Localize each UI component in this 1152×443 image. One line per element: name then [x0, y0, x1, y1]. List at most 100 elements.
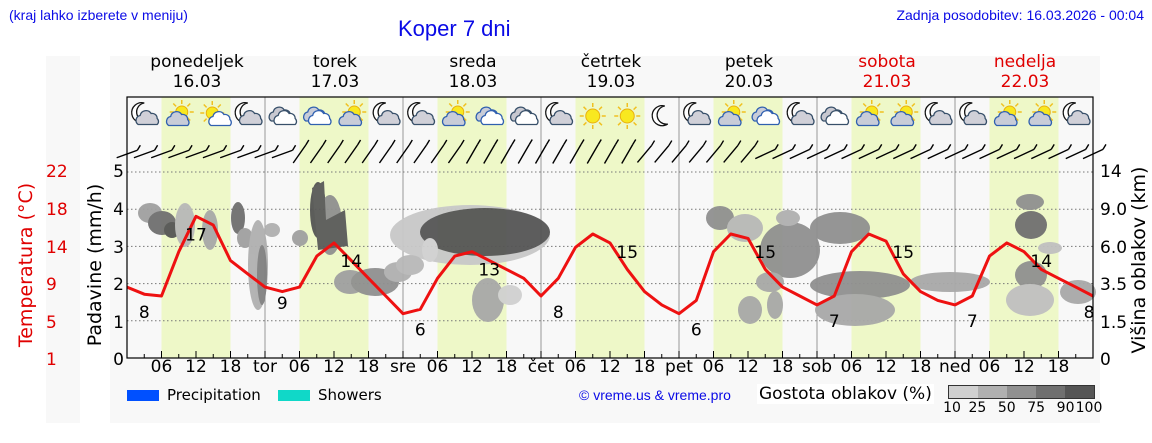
temperature-annotation: 7	[829, 312, 840, 332]
x-axis-tick: 12	[599, 357, 621, 377]
temperature-annotation: 8	[1084, 303, 1095, 323]
day-date: 21.03	[862, 72, 912, 92]
sun-cloud-icon	[717, 100, 746, 127]
temperature-tick: 1	[46, 350, 57, 370]
moon-icon	[651, 105, 669, 127]
x-axis-tick: 12	[875, 357, 897, 377]
moon-cloud-icon	[959, 102, 988, 126]
sun-small-cloud-icon	[200, 101, 232, 127]
x-axis-tick: 12	[737, 357, 759, 377]
sun-cloud-icon	[441, 100, 470, 127]
temperature-annotation: 17	[185, 225, 207, 245]
day-header: sobota 21.03	[822, 52, 952, 92]
moon-cloud-icon	[545, 102, 574, 126]
last-update: Zadnja posodobitev: 16.03.2026 - 00:04	[896, 7, 1144, 23]
sun-cloud-icon	[165, 100, 194, 127]
day-name: četrtek	[580, 52, 642, 72]
cloud-height-tick: 1.5	[1100, 313, 1128, 333]
x-axis-tick: ned	[938, 357, 972, 377]
day-header: petek 20.03	[684, 52, 814, 92]
temperature-annotation: 6	[691, 321, 702, 341]
location-hint[interactable]: (kraj lahko izberete v meniju)	[9, 7, 188, 23]
cloud-height-tick: 3.5	[1100, 275, 1128, 295]
day-name: nedelja	[993, 52, 1057, 72]
precipitation-tick: 5	[113, 162, 124, 182]
day-date: 17.03	[310, 72, 360, 92]
x-axis-tick: 06	[702, 357, 725, 377]
x-axis-tick: čet	[527, 357, 555, 377]
moon-cloud-icon	[131, 102, 160, 126]
temperature-annotation: 15	[616, 243, 638, 263]
sun-cloud-icon	[1028, 100, 1057, 127]
moon-cloud-icon	[1062, 102, 1091, 126]
temperature-tick: 18	[46, 200, 68, 220]
day-header: četrtek 19.03	[546, 52, 676, 92]
temperature-tick: 22	[46, 162, 68, 182]
precipitation-tick: 0	[113, 350, 124, 370]
day-header: nedelja 22.03	[960, 52, 1090, 92]
sun-cloud-icon	[890, 100, 919, 127]
cloud-height-tick: 9.0	[1100, 200, 1128, 220]
sun-cloud-icon	[338, 100, 367, 127]
x-axis-tick: 18	[1047, 357, 1070, 377]
moon-cloud-icon	[683, 102, 712, 126]
sun-cloud-icon	[855, 100, 884, 127]
x-axis-tick: 12	[461, 357, 483, 377]
precipitation-tick: 2	[113, 275, 124, 295]
copyright-link[interactable]: © vreme.us & vreme.pro	[579, 387, 731, 403]
x-axis-tick: 12	[323, 357, 345, 377]
colorbar-tick: 10	[943, 400, 961, 416]
day-date: 20.03	[724, 72, 774, 92]
colorbar-tick: 100	[1075, 400, 1103, 416]
temperature-tick: 14	[46, 238, 68, 258]
wind-barbs	[116, 139, 1107, 164]
clouds-blue-icon	[475, 106, 505, 126]
x-axis-tick: 06	[150, 357, 173, 377]
cloud-height-tick: 0	[1100, 350, 1111, 370]
temperature-axis-panel	[46, 56, 80, 423]
precipitation-tick: 4	[113, 200, 124, 220]
moon-cloud-icon	[372, 102, 401, 126]
day-date: 19.03	[586, 72, 636, 92]
temperature-annotation: 9	[277, 294, 288, 314]
day-date: 22.03	[1000, 72, 1050, 92]
x-axis-tick: 18	[771, 357, 794, 377]
day-name: petek	[724, 52, 774, 72]
temperature-annotation: 15	[754, 243, 776, 263]
clouds-icon	[268, 106, 298, 126]
temperature-tick: 5	[46, 313, 57, 333]
precipitation-tick: 1	[113, 313, 124, 333]
sun-icon	[614, 103, 641, 129]
colorbar-tick: 25	[968, 400, 987, 416]
x-axis-tick: 12	[185, 357, 207, 377]
day-header: sreda 18.03	[408, 52, 538, 92]
colorbar-segment	[978, 386, 1007, 398]
x-axis-tick: sre	[390, 357, 416, 377]
x-axis-tick: pet	[665, 357, 693, 377]
day-date: 16.03	[172, 72, 222, 92]
day-header: ponedeljek 16.03	[132, 52, 262, 92]
colorbar-segment	[1036, 386, 1065, 398]
day-name: sreda	[449, 52, 497, 72]
page-title: Koper 7 dni	[398, 16, 511, 41]
temperature-annotation: 6	[415, 321, 426, 341]
day-name: sobota	[858, 52, 916, 72]
clouds-icon	[510, 106, 539, 126]
x-axis-tick: sob	[801, 357, 833, 377]
colorbar-segment	[949, 386, 978, 398]
daytime-bands	[127, 97, 1093, 358]
precipitation-legend-label: Precipitation	[167, 386, 261, 404]
x-axis-tick: tor	[252, 357, 278, 377]
sun-cloud-icon	[993, 100, 1022, 127]
precipitation-swatch	[127, 390, 159, 401]
colorbar-tick: 90	[1056, 400, 1075, 416]
x-axis-tick: 12	[1013, 357, 1035, 377]
temperature-annotation: 14	[340, 252, 362, 272]
temperature-annotation: 13	[478, 261, 500, 281]
temperature-annotation: 8	[553, 303, 564, 323]
temperature-annotation: 7	[967, 312, 978, 332]
x-axis-tick: 06	[978, 357, 1001, 377]
moon-cloud-icon	[234, 102, 263, 126]
day-header: torek 17.03	[270, 52, 400, 92]
